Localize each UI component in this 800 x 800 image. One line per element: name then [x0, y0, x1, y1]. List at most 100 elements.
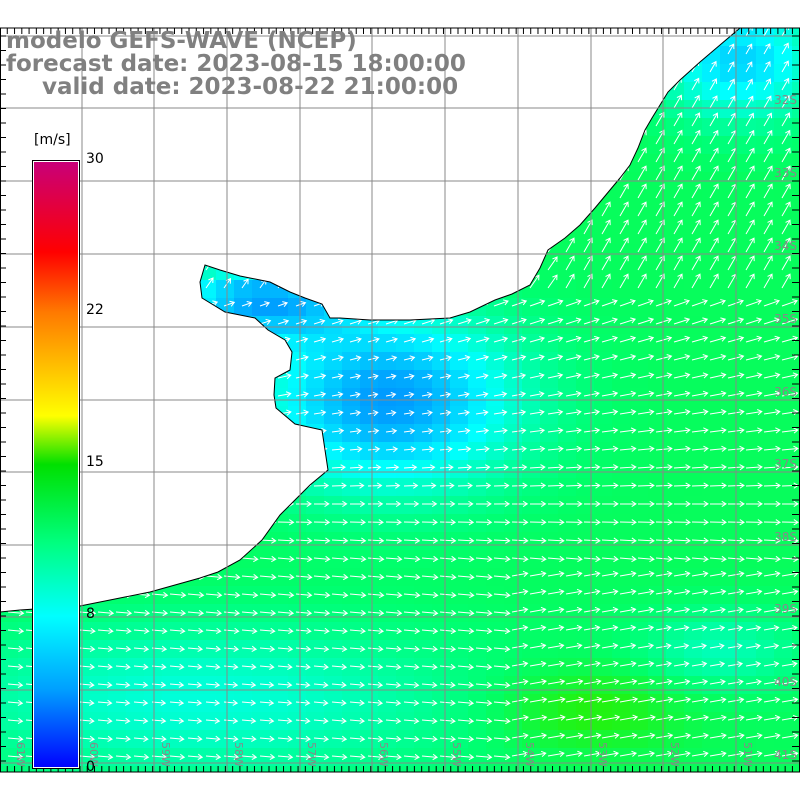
speed-cell	[468, 460, 486, 478]
wind-arrow	[421, 645, 438, 653]
speed-cell	[360, 622, 378, 640]
speed-cell	[720, 622, 738, 640]
wind-arrow	[475, 464, 491, 471]
speed-cell	[342, 460, 360, 478]
wind-arrow	[277, 663, 293, 670]
wind-arrow	[331, 464, 346, 471]
speed-cell	[684, 496, 702, 514]
wind-arrow	[655, 354, 673, 361]
wind-arrow	[259, 645, 276, 652]
speed-cell	[558, 568, 576, 586]
wind-arrow	[457, 446, 472, 453]
wind-arrow	[385, 410, 397, 417]
speed-cell	[558, 370, 576, 388]
wind-arrow	[763, 390, 781, 397]
speed-cell	[612, 424, 630, 442]
speed-cell	[630, 622, 648, 640]
wind-arrow	[331, 699, 347, 706]
speed-cell	[198, 748, 216, 766]
speed-cell	[450, 712, 468, 730]
wind-arrow	[709, 750, 727, 757]
wind-arrow	[745, 570, 763, 577]
wind-arrow	[439, 717, 456, 725]
speed-cell	[738, 640, 756, 658]
speed-cell	[666, 388, 684, 406]
speed-cell	[342, 424, 360, 442]
wind-arrow	[367, 355, 380, 362]
wind-arrow	[133, 645, 150, 652]
wind-arrow	[691, 750, 709, 757]
speed-cell	[414, 658, 432, 676]
speed-cell	[306, 316, 324, 334]
speed-cell	[324, 370, 342, 388]
speed-cell	[774, 496, 792, 514]
wind-arrow	[691, 372, 709, 379]
speed-cell	[558, 442, 576, 460]
wind-arrow	[349, 500, 366, 508]
wind-arrow	[745, 750, 763, 757]
wind-arrow	[529, 427, 546, 434]
wind-arrow	[331, 500, 348, 508]
wind-arrow	[763, 661, 780, 668]
speed-cell	[378, 712, 396, 730]
wind-arrow	[637, 201, 647, 217]
wind-arrow	[115, 717, 131, 724]
wind-arrow	[385, 555, 403, 563]
speed-cell	[756, 136, 774, 154]
wind-arrow	[385, 500, 402, 508]
speed-cell	[378, 514, 396, 532]
speed-cell	[684, 370, 702, 388]
wind-arrow	[457, 482, 473, 489]
speed-cell	[288, 550, 306, 568]
wind-arrow	[385, 391, 397, 398]
speed-cell	[648, 550, 666, 568]
wind-arrow	[781, 570, 799, 577]
wind-arrow	[331, 318, 344, 325]
speed-cell	[594, 262, 612, 280]
speed-cell	[90, 640, 108, 658]
wind-arrow	[637, 273, 647, 289]
speed-cell	[18, 622, 36, 640]
wind-arrow	[331, 373, 344, 380]
speed-cell	[720, 298, 738, 316]
wind-arrow	[493, 445, 509, 453]
wind-arrow	[637, 537, 655, 544]
wind-arrow	[709, 427, 727, 434]
wind-arrow	[655, 409, 673, 416]
speed-cell	[540, 262, 558, 280]
speed-cell	[306, 730, 324, 748]
wind-arrow	[403, 735, 420, 743]
wind-arrow	[439, 753, 457, 761]
speed-cell	[324, 766, 342, 772]
speed-cell	[684, 118, 702, 136]
speed-cell	[432, 352, 450, 370]
wind-arrow	[583, 464, 601, 471]
wind-arrow	[331, 735, 348, 742]
wind-arrow	[367, 627, 385, 635]
speed-cell	[180, 712, 198, 730]
wind-arrow	[565, 409, 582, 416]
wind-arrow	[637, 335, 655, 343]
speed-cell	[486, 694, 504, 712]
wind-arrow	[673, 588, 691, 596]
speed-cell	[18, 658, 36, 676]
wind-arrow	[295, 753, 312, 761]
wind-arrow	[115, 663, 131, 670]
wind-arrow	[547, 445, 564, 453]
wind-arrow	[403, 663, 420, 671]
wind-arrow	[709, 299, 726, 307]
speed-cell	[648, 460, 666, 478]
speed-cell	[540, 316, 558, 334]
speed-cell	[486, 586, 504, 604]
speed-cell	[522, 658, 540, 676]
speed-cell	[90, 712, 108, 730]
speed-cell	[720, 676, 738, 694]
wind-arrow	[403, 336, 417, 343]
wind-arrow	[223, 735, 239, 742]
speed-cell	[666, 658, 684, 676]
speed-cell	[612, 370, 630, 388]
speed-cell	[288, 640, 306, 658]
wind-arrow	[547, 696, 566, 703]
speed-cell	[324, 460, 342, 478]
speed-cell	[378, 748, 396, 766]
